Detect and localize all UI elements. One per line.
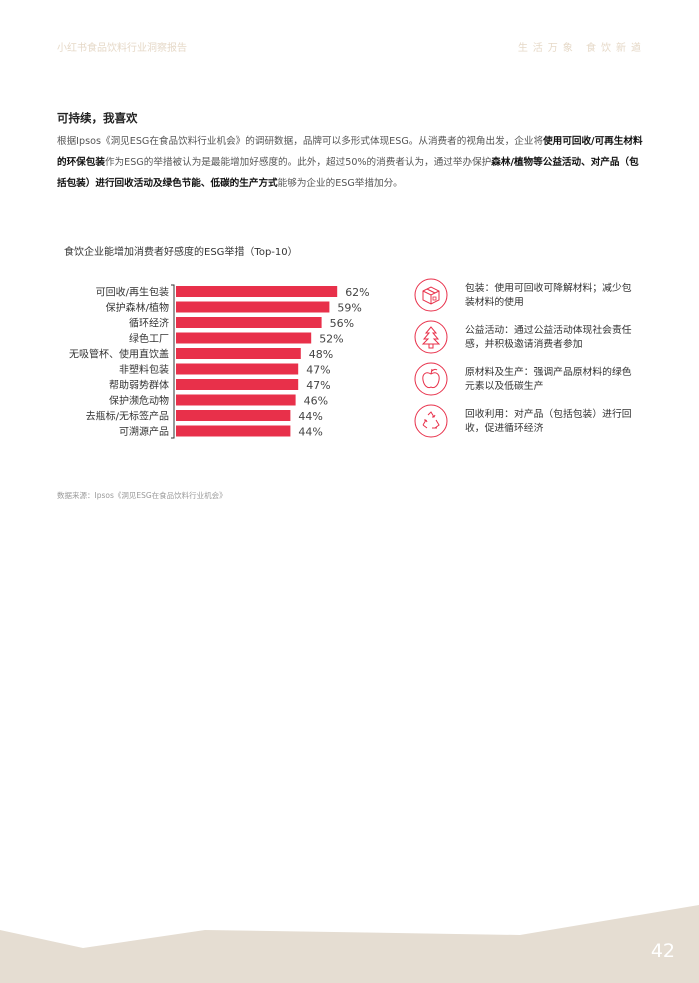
value-label: 44% [298,410,322,423]
category-label: 保护濒危动物 [109,394,169,407]
legend-item: 回收利用：对产品（包括包装）进行回收，促进循环经济 [414,402,644,444]
bar [176,363,299,375]
category-label: 保护森林/植物 [106,301,169,314]
para-bold: 使用可回收/可再生材料的环保包装 [57,136,643,168]
category-axis [171,284,175,439]
value-label: 59% [337,302,361,315]
pine-tree-icon [414,320,448,354]
apple-icon [414,362,448,396]
para-text: 能够为企业的ESG举措加分。 [277,178,403,189]
bar [176,317,322,328]
legend-text: 回收利用：对产品（包括包装）进行回收，促进循环经济 [465,409,632,434]
para-text: 根据Ipsos《洞见ESG在食品饮料行业机会》的调研数据，品牌可以多形式体现ES… [57,136,544,147]
category-label: 可回收/再生包装 [96,286,169,299]
esg-bar-chart: 可回收/再生包装 62% 保护森林/植物 59% 循环经济 56% 绿色工厂 52% 无吸管杯、… [69,284,370,439]
chart-title: 食饮企业能增加消费者好感度的ESG举措（Top-10） [64,247,298,258]
footer-band [0,905,699,983]
legend-text: 原材料及生产：强调产品原材料的绿色元素以及低碳生产 [465,367,632,392]
bar [176,410,291,421]
value-label: 44% [298,426,322,439]
header-slogan: 生活万象 食饮新遒 [517,43,646,54]
para-text: 作为ESG的举措被认为是最能增加好感度的。此外，超过50%的消费者认为，通过举办… [104,157,492,168]
bar [176,379,299,390]
section-paragraph: 根据Ipsos《洞见ESG在食品饮料行业机会》的调研数据，品牌可以多形式体现ES… [57,131,647,194]
bar [176,348,301,359]
package-box-icon [414,278,448,312]
value-label: 52% [319,333,343,346]
legend-item: 原材料及生产：强调产品原材料的绿色元素以及低碳生产 [414,360,644,402]
bar [176,394,296,406]
bar [176,286,338,297]
category-label: 绿色工厂 [129,332,169,345]
page-number: 42 [650,940,675,962]
para-bold: 森林/植物等公益活动、对产品（包括包装）进行回收活动及绿色节能、低碳的生产方式 [57,157,639,189]
value-label: 62% [345,286,369,299]
category-label: 循环经济 [129,317,169,330]
data-source: 数据来源：Ipsos《洞见ESG在食品饮料行业机会》 [57,491,227,500]
value-label: 47% [306,364,330,377]
value-label: 56% [330,317,354,330]
bar [176,301,330,313]
category-label: 无吸管杯、使用直饮盖 [69,348,169,361]
legend-item: 公益活动：通过公益活动体现社会责任感，并积极邀请消费者参加 [414,318,644,360]
value-label: 47% [306,379,330,392]
legend-text: 公益活动：通过公益活动体现社会责任感，并积极邀请消费者参加 [465,325,632,350]
category-label: 去瓶标/无标签产品 [86,410,169,423]
value-label: 46% [304,395,328,408]
legend-list: 包装：使用可回收可降解材料；减少包装材料的使用 公益活动：通过公益活动体现社会责… [414,276,644,444]
legend-item: 包装：使用可回收可降解材料；减少包装材料的使用 [414,276,644,318]
bar [176,425,291,437]
report-title: 小红书食品饮料行业洞察报告 [57,43,187,54]
section-title: 可持续，我喜欢 [57,111,138,125]
recycle-icon [414,404,448,438]
category-label: 可溯源产品 [119,425,169,438]
legend-text: 包装：使用可回收可降解材料；减少包装材料的使用 [465,283,632,308]
category-label: 帮助弱势群体 [109,379,169,392]
category-label: 非塑料包装 [119,363,169,376]
value-label: 48% [309,348,333,361]
bar [176,332,312,344]
